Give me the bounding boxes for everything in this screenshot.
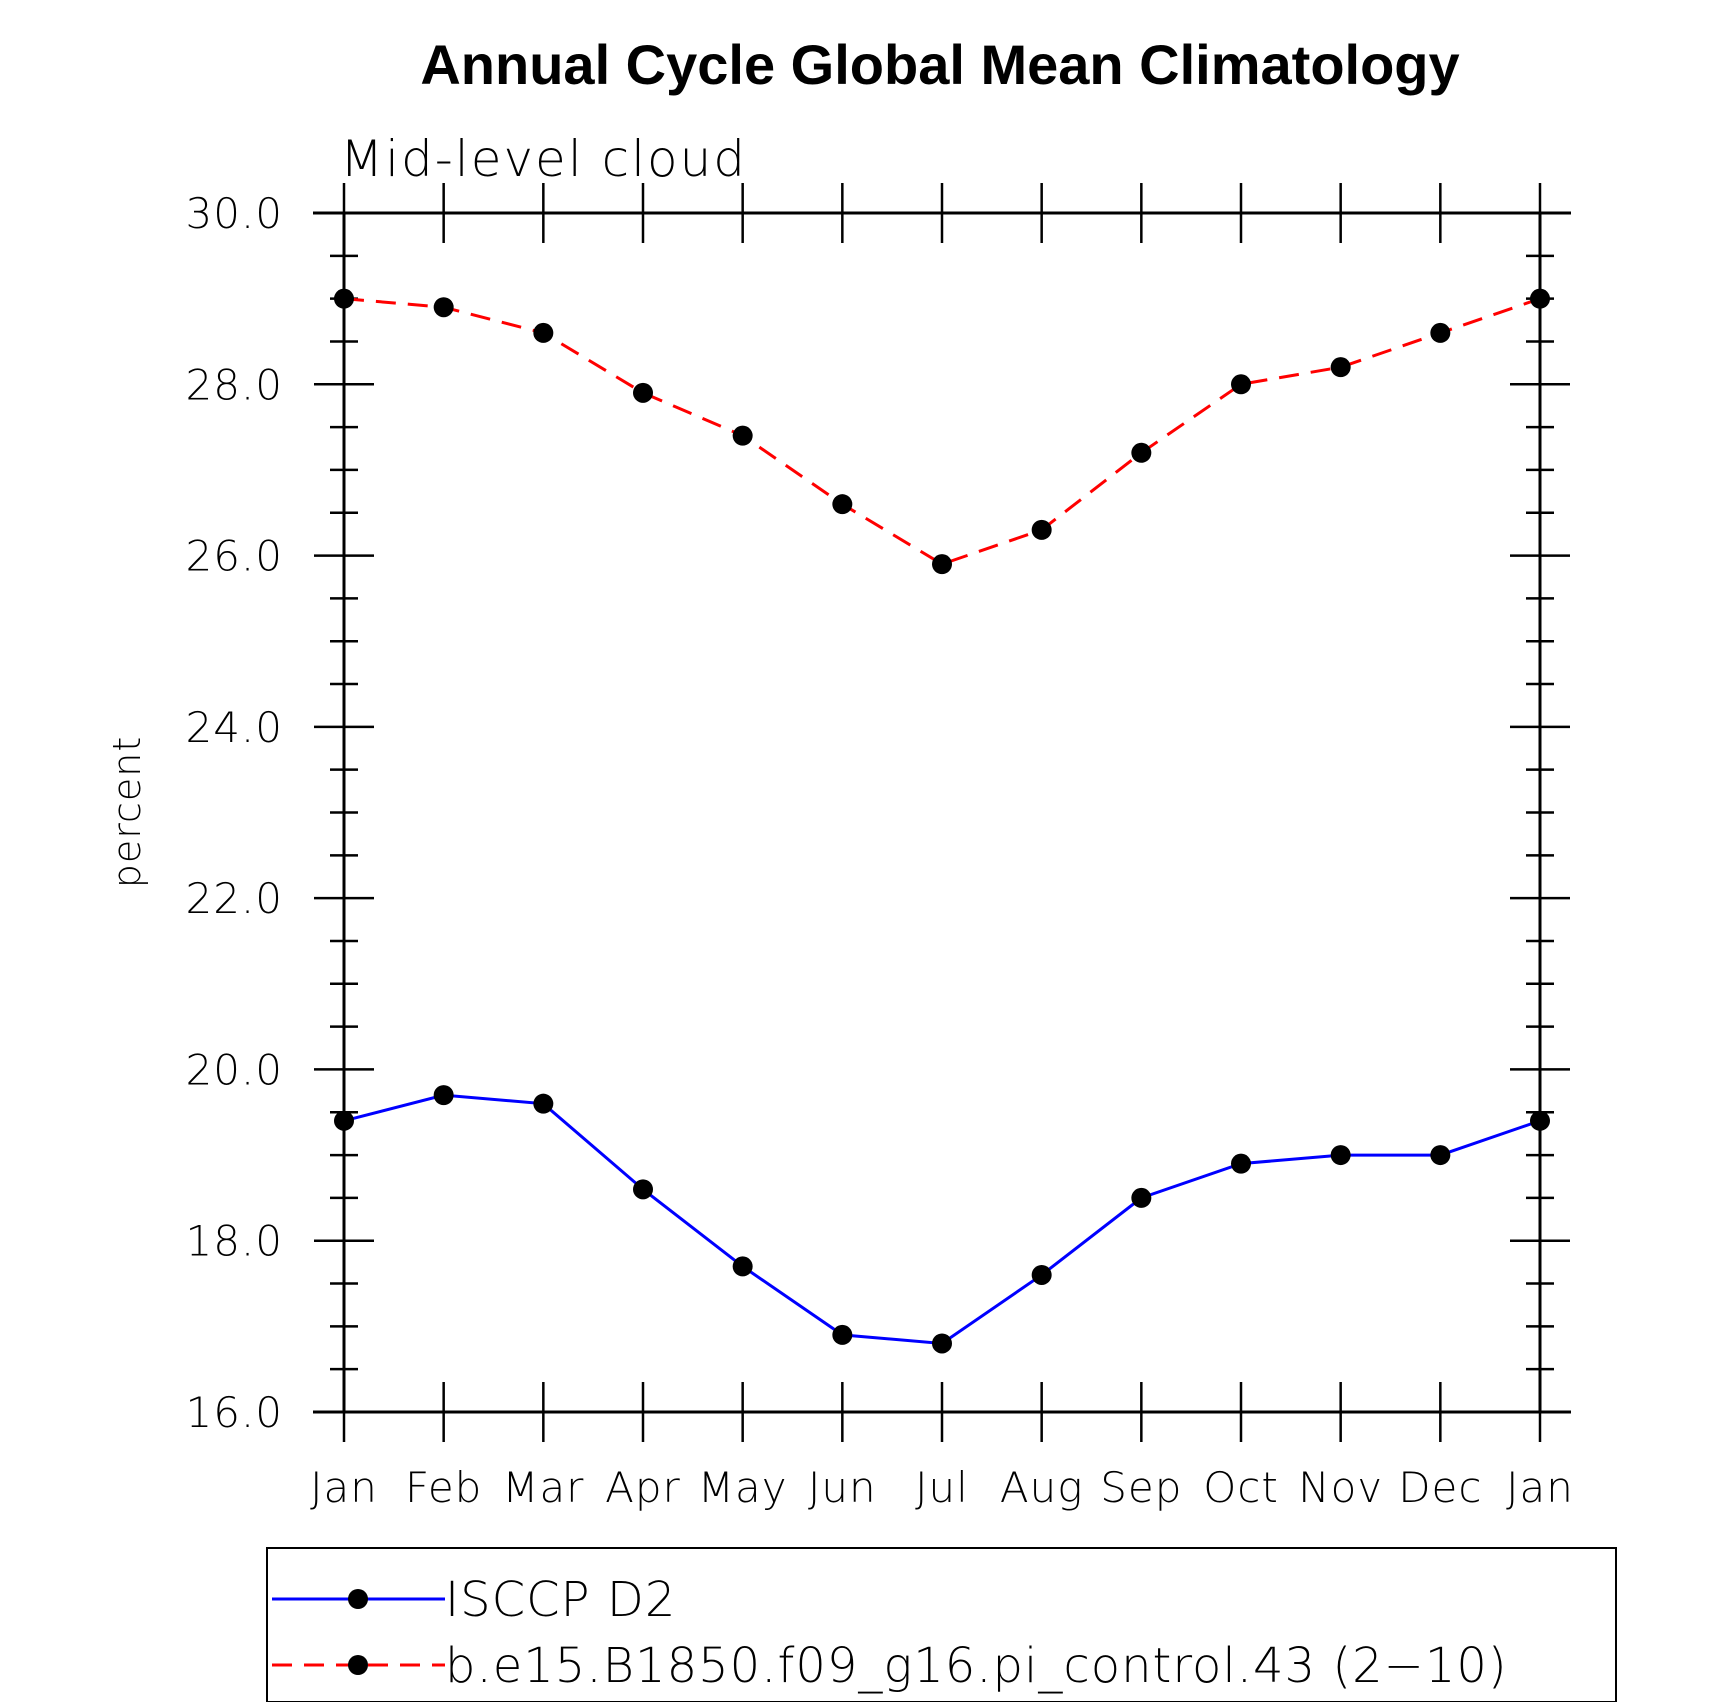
data-point bbox=[433, 297, 454, 318]
x-tick-label: Apr bbox=[605, 1463, 681, 1512]
legend-item: b.e15.B1850.f09_g16.pi_control.43 (2−10) bbox=[272, 1638, 1508, 1694]
data-point bbox=[1031, 1264, 1052, 1285]
data-point bbox=[1131, 1187, 1152, 1208]
data-point bbox=[1131, 442, 1152, 463]
x-tick-label: Sep bbox=[1100, 1463, 1182, 1512]
data-point bbox=[334, 288, 354, 309]
legend-marker bbox=[348, 1589, 368, 1609]
legend: ISCCP D2 b.e15.B1850.f09_g16.pi_control.4… bbox=[266, 1547, 1617, 1702]
axes bbox=[313, 183, 1571, 1442]
chart-title: Annual Cycle Global Mean Climatology bbox=[420, 33, 1459, 96]
x-tick-label: Jan bbox=[1506, 1463, 1574, 1512]
legend-marker bbox=[348, 1655, 368, 1675]
data-point bbox=[1031, 519, 1052, 540]
y-tick-label: 30.0 bbox=[185, 189, 283, 238]
x-tick-label: Jun bbox=[808, 1463, 877, 1512]
x-tick-label: Oct bbox=[1203, 1463, 1279, 1512]
series-1 bbox=[334, 288, 1550, 575]
x-tick-label: Nov bbox=[1298, 1463, 1383, 1512]
legend-items: ISCCP D2 b.e15.B1850.f09_g16.pi_control.4… bbox=[272, 1572, 1508, 1694]
y-tick-label: 24.0 bbox=[185, 703, 283, 752]
y-tick-labels: 16.0 18.0 20.0 22.0 24.0 26.0 28.0 30.0 bbox=[185, 189, 283, 1437]
data-point bbox=[533, 322, 554, 343]
series-line bbox=[343, 297, 1541, 566]
y-tick-label: 26.0 bbox=[185, 532, 283, 581]
data-point bbox=[633, 382, 653, 403]
legend-box bbox=[266, 1547, 1617, 1702]
x-tick-label: Aug bbox=[1000, 1463, 1084, 1512]
x-tick-label: Feb bbox=[405, 1463, 482, 1512]
data-point bbox=[633, 1179, 653, 1200]
data-point bbox=[1330, 357, 1351, 378]
data-point bbox=[334, 1110, 354, 1131]
x-tick-label: Jan bbox=[310, 1463, 378, 1512]
data-point bbox=[1330, 1145, 1351, 1166]
y-tick-label: 16.0 bbox=[185, 1388, 283, 1437]
legend-label: b.e15.B1850.f09_g16.pi_control.43 (2−10) bbox=[445, 1638, 1508, 1694]
legend-item: ISCCP D2 bbox=[272, 1572, 676, 1628]
chart-subtitle: Mid-level cloud bbox=[340, 130, 747, 188]
y-tick-label: 28.0 bbox=[185, 360, 283, 409]
y-tick-label: 22.0 bbox=[185, 874, 283, 923]
data-point bbox=[1430, 322, 1451, 343]
x-tick-label: May bbox=[698, 1463, 788, 1512]
data-point bbox=[1530, 288, 1550, 309]
data-point bbox=[732, 1256, 753, 1277]
data-point bbox=[732, 425, 753, 446]
data-point bbox=[1231, 1153, 1251, 1174]
x-tick-label: Mar bbox=[502, 1463, 584, 1512]
data-point bbox=[832, 1324, 853, 1345]
data-point bbox=[1231, 374, 1251, 395]
y-axis-label: percent bbox=[105, 736, 149, 889]
series-0 bbox=[334, 1085, 1550, 1354]
series-layer bbox=[334, 288, 1550, 1354]
data-point bbox=[1430, 1145, 1451, 1166]
legend-label: ISCCP D2 bbox=[445, 1572, 676, 1628]
data-point bbox=[932, 554, 952, 575]
data-point bbox=[1530, 1110, 1550, 1131]
data-point bbox=[433, 1085, 454, 1106]
x-tick-labels: Jan Feb Mar Apr May Jun Jul Aug Sep Oct Nov Dec Jan bbox=[310, 1463, 1574, 1512]
y-tick-label: 18.0 bbox=[185, 1217, 283, 1266]
data-point bbox=[832, 494, 853, 515]
data-point bbox=[932, 1333, 952, 1354]
x-tick-label: Jul bbox=[915, 1463, 969, 1512]
y-tick-label: 20.0 bbox=[185, 1045, 283, 1094]
series-line bbox=[343, 1093, 1541, 1346]
x-tick-label: Dec bbox=[1398, 1463, 1482, 1512]
data-point bbox=[533, 1093, 554, 1114]
